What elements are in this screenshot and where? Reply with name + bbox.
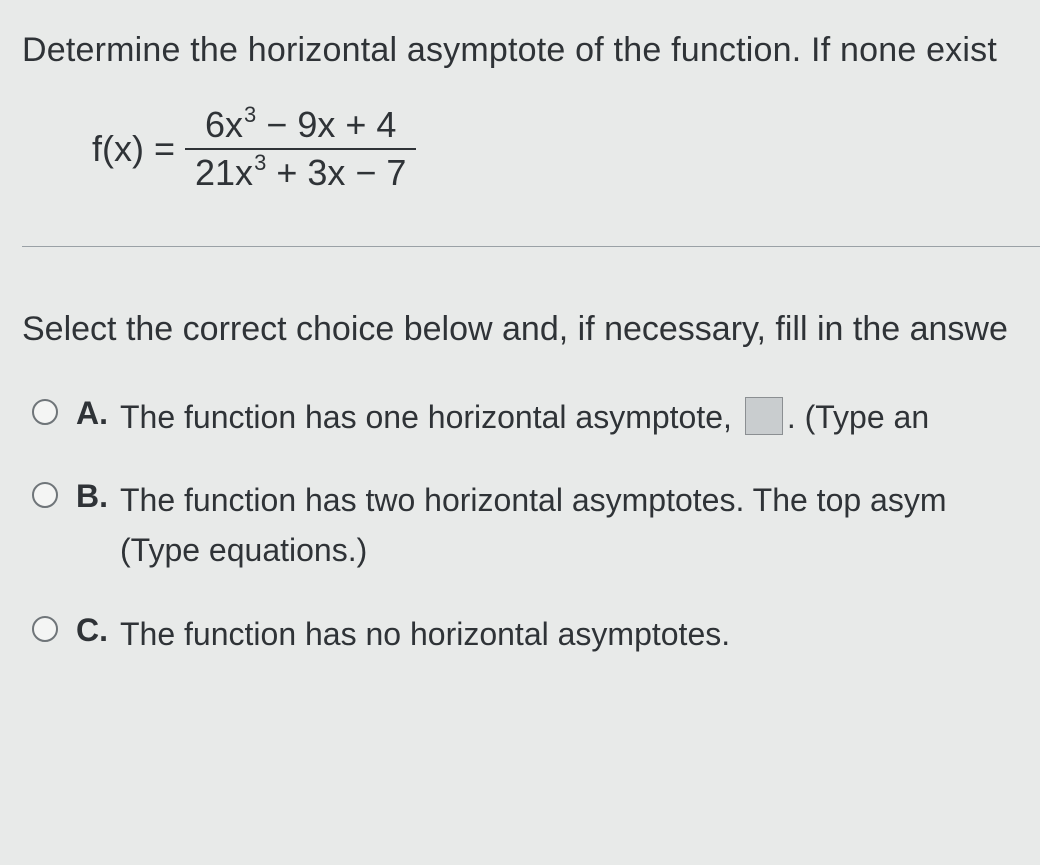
radio-c[interactable] (32, 616, 58, 642)
section-divider (22, 246, 1040, 247)
choice-c-text: The function has no horizontal asymptote… (120, 610, 730, 660)
choice-a-label: A. (76, 395, 120, 432)
instruction-text: Select the correct choice below and, if … (22, 307, 1040, 353)
choice-b-line1: The function has two horizontal asymptot… (120, 476, 947, 526)
fraction: 6x3 − 9x + 4 21x3 + 3x − 7 (185, 102, 416, 196)
den-exp: 3 (254, 150, 266, 175)
numerator: 6x3 − 9x + 4 (195, 102, 406, 148)
choice-a-text: The function has one horizontal asymptot… (120, 393, 929, 443)
den-part-a: 21x (195, 152, 253, 193)
choice-a-after: . (Type an (787, 399, 929, 435)
radio-a[interactable] (32, 399, 58, 425)
choice-b-text: The function has two horizontal asymptot… (120, 476, 947, 575)
radio-b[interactable] (32, 482, 58, 508)
choices-group: A. The function has one horizontal asymp… (22, 393, 1040, 659)
choice-c[interactable]: C. The function has no horizontal asympt… (32, 610, 1040, 660)
choice-a-before: The function has one horizontal asymptot… (120, 399, 741, 435)
num-part-b: − 9x + 4 (256, 104, 396, 145)
choice-b-line2: (Type equations.) (120, 526, 947, 576)
denominator: 21x3 + 3x − 7 (185, 148, 416, 196)
num-part-a: 6x (205, 104, 243, 145)
choice-a[interactable]: A. The function has one horizontal asymp… (32, 393, 1040, 443)
choice-b[interactable]: B. The function has two horizontal asymp… (32, 476, 1040, 575)
choice-b-label: B. (76, 478, 120, 515)
num-exp: 3 (244, 102, 256, 127)
function-formula: f(x) = 6x3 − 9x + 4 21x3 + 3x − 7 (92, 102, 1040, 196)
den-part-b: + 3x − 7 (266, 152, 406, 193)
answer-input-a[interactable] (745, 397, 783, 435)
question-prompt: Determine the horizontal asymptote of th… (22, 28, 1040, 74)
formula-lhs: f(x) = (92, 128, 175, 170)
choice-c-label: C. (76, 612, 120, 649)
